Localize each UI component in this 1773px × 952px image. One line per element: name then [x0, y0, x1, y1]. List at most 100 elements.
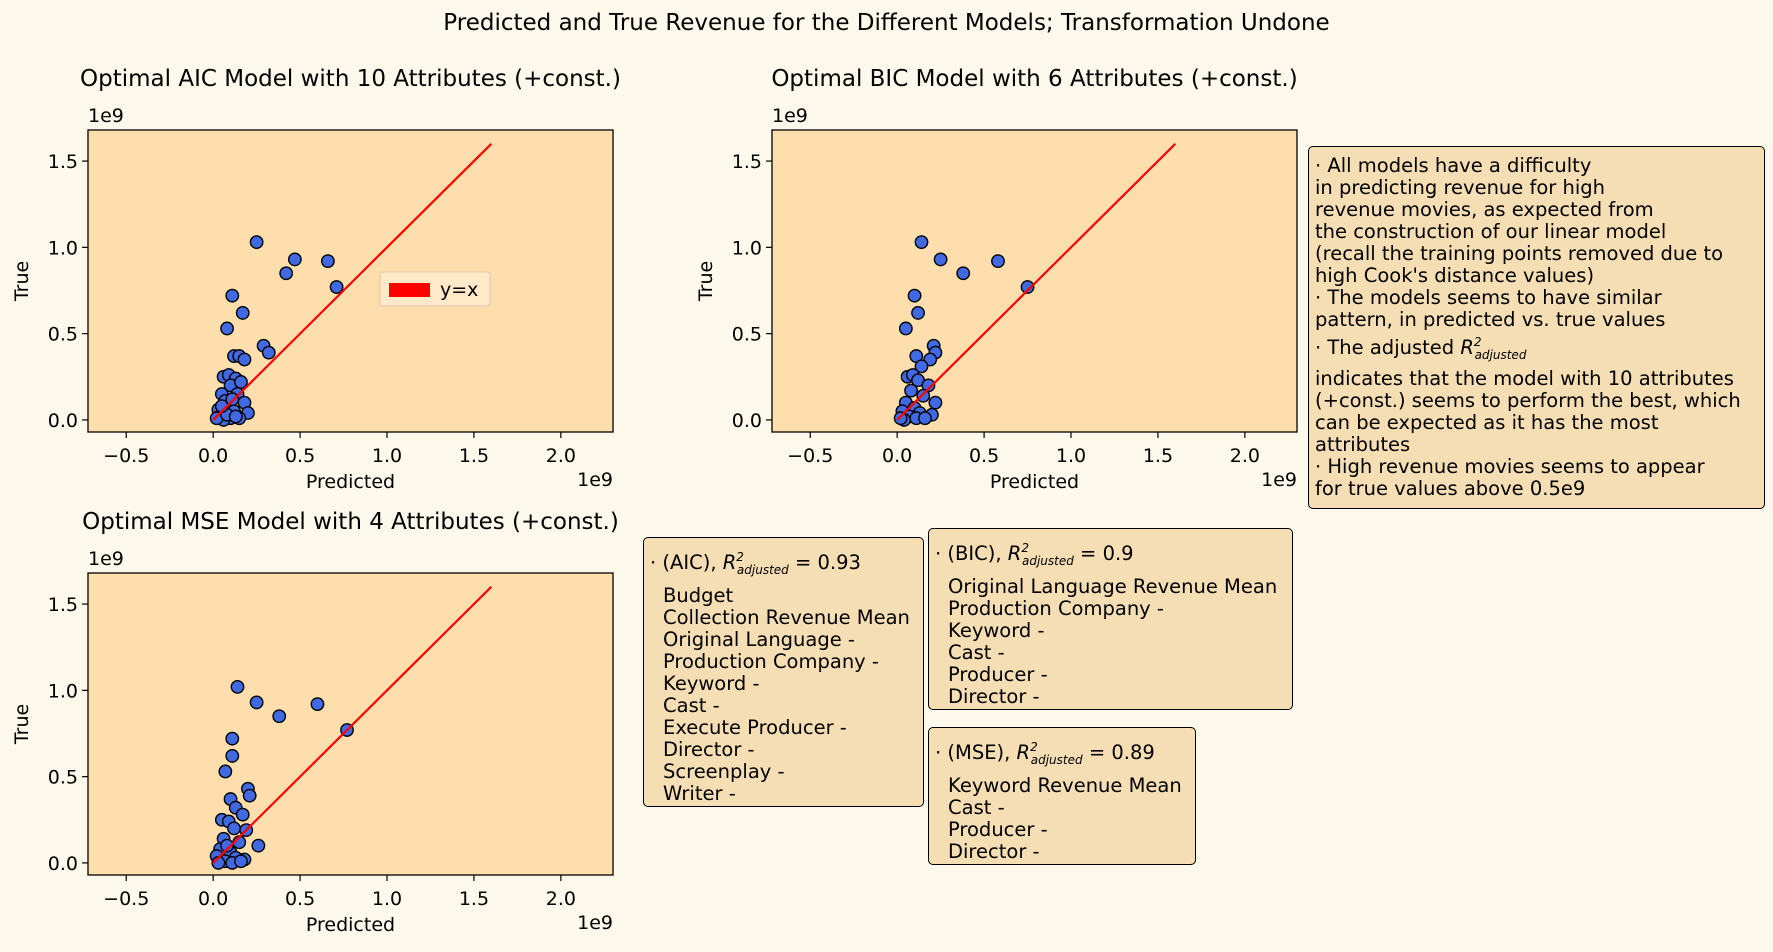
data-point	[897, 413, 912, 427]
aic-note-box: · (AIC), R2adjusted = 0.93 Budget Collec…	[643, 537, 924, 807]
plot-frame	[771, 129, 1298, 433]
data-point	[218, 854, 233, 869]
data-point	[223, 845, 238, 860]
identity-line	[212, 586, 493, 864]
x-tick-label: 1.0	[372, 445, 402, 467]
data-point	[914, 235, 929, 250]
aic-attribute: Keyword -	[663, 672, 760, 695]
summary-line: · High revenue movies seems to appear	[1315, 455, 1705, 478]
data-point	[227, 821, 241, 836]
x-tick-label: −0.5	[103, 888, 149, 910]
data-point	[933, 252, 948, 267]
aic-attribute: Screenplay -	[663, 760, 785, 783]
data-point	[221, 402, 236, 417]
plot-area	[88, 573, 613, 875]
y-tick-label: 1.5	[48, 594, 78, 616]
data-point	[340, 723, 354, 737]
data-point	[279, 266, 294, 281]
y-tick-label: 0.5	[48, 324, 78, 346]
data-point	[310, 697, 325, 712]
data-point	[321, 254, 335, 269]
data-point	[223, 378, 238, 393]
data-point	[227, 404, 241, 419]
mse-attribute: Cast -	[948, 796, 1005, 819]
subplot-title: Optimal BIC Model with 6 Attributes (+co…	[771, 66, 1297, 92]
data-point	[1020, 280, 1035, 294]
mse-attribute: Keyword Revenue Mean	[948, 774, 1182, 797]
data-point	[272, 709, 287, 724]
data-point	[235, 807, 250, 822]
x-tick-label: 0.0	[198, 888, 228, 910]
data-point	[916, 388, 931, 403]
x-tick-label: 1.5	[459, 445, 489, 467]
data-point	[239, 823, 254, 838]
mse-attribute: Director -	[948, 840, 1040, 863]
summary-line: revenue movies, as expected from	[1315, 198, 1654, 221]
summary-line: high Cook's distance values)	[1315, 264, 1595, 287]
aic-attribute: Budget	[663, 584, 734, 607]
summary-line-adjusted: · The adjusted R2adjusted	[1315, 335, 1527, 362]
y-tick-label: 0.0	[732, 410, 762, 432]
x-tick-label: 0.5	[285, 888, 315, 910]
data-point	[898, 395, 913, 410]
subplot-title: Optimal MSE Model with 4 Attributes (+co…	[82, 509, 619, 535]
r-adjusted-symbol: R2adjusted	[1007, 541, 1074, 568]
aic-attribute: Production Company -	[663, 650, 879, 673]
y-tick-label: 0.5	[48, 767, 78, 789]
data-point	[214, 399, 229, 414]
x-tick-label: 2.0	[546, 445, 576, 467]
summary-line: can be expected as it has the most	[1315, 411, 1659, 434]
aic-attribute: Execute Producer -	[663, 716, 847, 739]
figure-title: Predicted and True Revenue for the Diffe…	[443, 10, 1330, 36]
data-point	[909, 411, 924, 426]
data-point	[232, 349, 247, 363]
x-offset-label: 1e9	[1261, 469, 1297, 491]
data-point	[223, 792, 238, 806]
data-point	[232, 835, 247, 850]
data-point	[213, 842, 228, 857]
data-point	[237, 352, 252, 367]
x-tick-label: 0.0	[198, 445, 228, 467]
x-offset-label: 1e9	[577, 912, 613, 934]
bic-heading: · (BIC), R2adjusted = 0.9	[935, 541, 1134, 568]
aic-attribute: Cast -	[663, 694, 720, 717]
data-point	[907, 400, 922, 415]
aic-attribute: Collection Revenue Mean	[663, 606, 910, 629]
x-tick-label: 1.0	[372, 888, 402, 910]
y-tick-label: 1.0	[48, 680, 78, 702]
x-axis-label: Predicted	[306, 471, 395, 493]
data-point	[241, 781, 255, 796]
data-point	[209, 849, 224, 863]
data-point	[213, 409, 228, 424]
data-point	[911, 373, 925, 388]
data-point	[225, 288, 240, 303]
data-point	[249, 695, 264, 710]
data-point	[225, 749, 240, 763]
aic-attribute: Director -	[663, 738, 755, 761]
x-tick-label: 0.5	[285, 445, 315, 467]
data-point	[216, 831, 231, 846]
data-point	[211, 856, 226, 870]
scatter-points	[209, 235, 344, 427]
data-point	[926, 338, 941, 353]
data-point	[225, 856, 240, 870]
y-offset-label: 1e9	[772, 105, 808, 127]
bic-attribute: Cast -	[948, 641, 1005, 664]
data-point	[214, 812, 229, 827]
mse-attribute: Producer -	[948, 818, 1048, 841]
data-point	[234, 854, 248, 869]
bic-attribute: Director -	[948, 685, 1040, 708]
y-tick-label: 0.5	[732, 324, 762, 346]
data-point	[329, 280, 344, 294]
legend-label: y=x	[440, 279, 478, 301]
data-point	[228, 800, 243, 815]
aic-heading: · (AIC), R2adjusted = 0.93	[650, 550, 861, 577]
mse-heading: · (MSE), R2adjusted = 0.89	[935, 740, 1155, 767]
data-point	[230, 679, 245, 694]
x-offset-label: 1e9	[577, 469, 613, 491]
data-point	[227, 349, 241, 363]
bic-attribute: Original Language Revenue Mean	[948, 575, 1278, 598]
y-axis-label: True	[11, 704, 33, 745]
data-point	[900, 369, 915, 384]
